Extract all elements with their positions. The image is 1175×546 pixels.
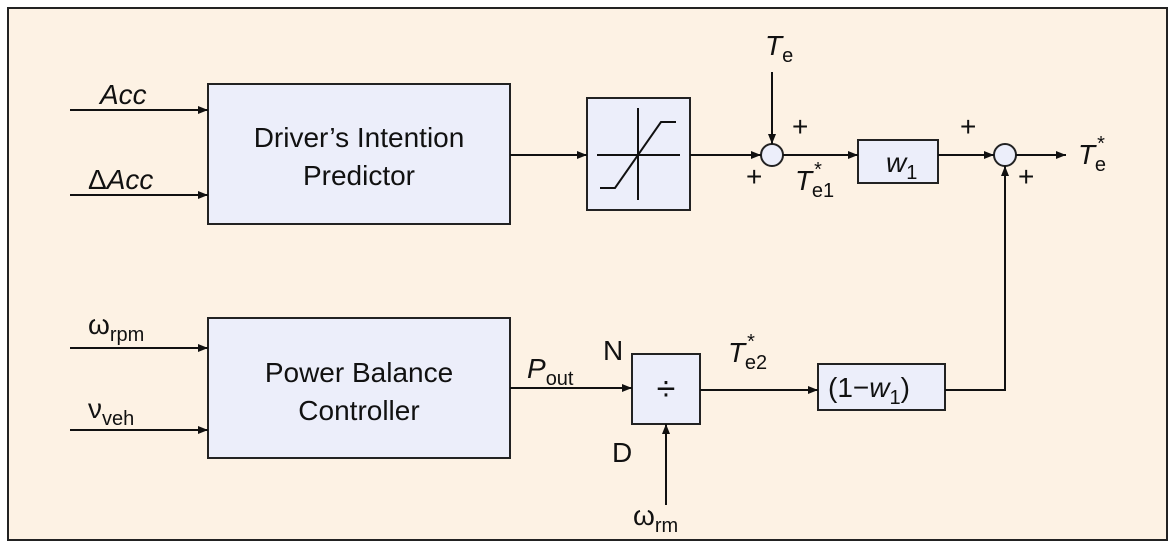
sum-sign: + <box>960 111 976 142</box>
predictor-label: Predictor <box>303 160 415 191</box>
predictor-label: Driver’s Intention <box>254 122 465 153</box>
saturation-icon <box>597 108 680 200</box>
sum-junction <box>760 143 784 167</box>
signal-label: T * e <box>1078 133 1106 176</box>
gain-label: w1 <box>886 147 917 184</box>
sum-sign: + <box>1018 161 1034 192</box>
wires <box>70 72 1066 505</box>
signal-label: T * e2 <box>728 331 767 374</box>
divide-block <box>631 353 701 425</box>
signal-label: D <box>612 437 632 468</box>
signal-label: νveh <box>88 393 134 430</box>
divide-label: ÷ <box>657 370 676 408</box>
complement-block <box>817 363 946 411</box>
signal-label: ΔAcc <box>88 164 153 195</box>
signal-label: Acc <box>98 79 147 110</box>
signal-label: Te <box>765 30 793 67</box>
sum-sign: + <box>746 161 762 192</box>
sum-sign: + <box>792 111 808 142</box>
frame <box>7 7 1168 541</box>
signal-label: Pout <box>527 353 574 390</box>
sum-junction <box>993 143 1017 167</box>
controller-label: Controller <box>298 395 419 426</box>
controller-block <box>207 317 511 459</box>
signal-label: T * e1 <box>795 159 834 202</box>
predictor-block <box>207 83 511 225</box>
signal-label: N <box>603 335 623 366</box>
gain-block <box>857 139 939 184</box>
complement-label: (1−w1) <box>828 372 910 409</box>
signal-label: ωrm <box>633 500 678 537</box>
signal-label: ωrpm <box>88 309 144 346</box>
controller-label: Power Balance <box>265 357 453 388</box>
